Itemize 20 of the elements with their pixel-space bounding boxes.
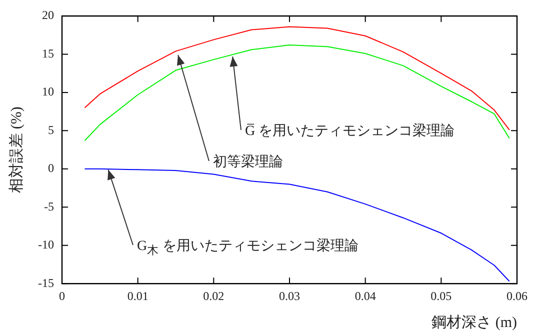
x-tick-label: 0.05 — [430, 288, 452, 303]
y-tick-label: 15 — [42, 46, 54, 60]
x-tick-label: 0 — [58, 288, 65, 303]
y-tick-label: -10 — [38, 238, 54, 252]
y-tick-label: 5 — [48, 122, 54, 137]
y-tick-label: 20 — [42, 8, 54, 22]
annotation: 初等梁理論 — [213, 153, 283, 171]
y-axis-title: 相対誤差 (%) — [8, 106, 25, 193]
annotation: G̅ を用いたティモシェンコ梁理論 — [245, 122, 455, 140]
y-tick-label: 0 — [48, 161, 54, 176]
y-tick-label: 10 — [42, 84, 54, 99]
x-axis-title: 鋼材深さ (m) — [432, 314, 517, 331]
x-tick-label: 0.06 — [506, 288, 528, 303]
x-tick-label: 0.01 — [127, 288, 148, 303]
x-tick-label: 0.03 — [279, 288, 300, 303]
x-tick-label: 0.02 — [203, 288, 224, 303]
annotation: G$_{木}$ を用いたティモシェンコ梁理論 — [137, 237, 359, 258]
y-tick-label: -5 — [44, 199, 54, 214]
y-tick-label: -15 — [38, 276, 54, 290]
x-tick-label: 0.04 — [354, 288, 376, 303]
